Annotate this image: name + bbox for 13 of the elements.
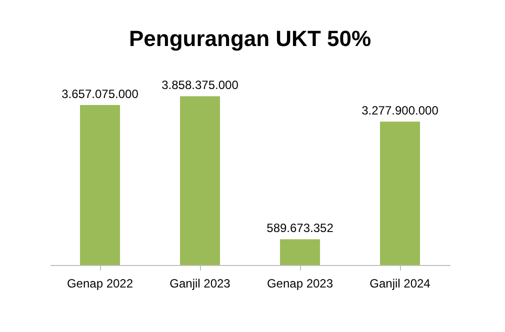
data-label: 589.673.352: [266, 221, 334, 236]
bar: [380, 122, 420, 265]
x-tick-label: Genap 2022: [66, 276, 134, 290]
data-label: 3.277.900.000: [362, 104, 439, 118]
x-tick-label: Ganjil 2023: [170, 276, 231, 290]
bar: [80, 105, 120, 265]
x-tick-label: Ganjil 2024: [370, 276, 431, 290]
data-label: 3.657.075.000: [62, 87, 139, 102]
data-label: 3.858.375.000: [162, 78, 239, 92]
chart-title: Pengurangan UKT 50%: [128, 26, 372, 52]
x-tick-label: Genap 2023: [266, 276, 334, 290]
bar: [180, 96, 220, 265]
bar: [280, 239, 320, 265]
